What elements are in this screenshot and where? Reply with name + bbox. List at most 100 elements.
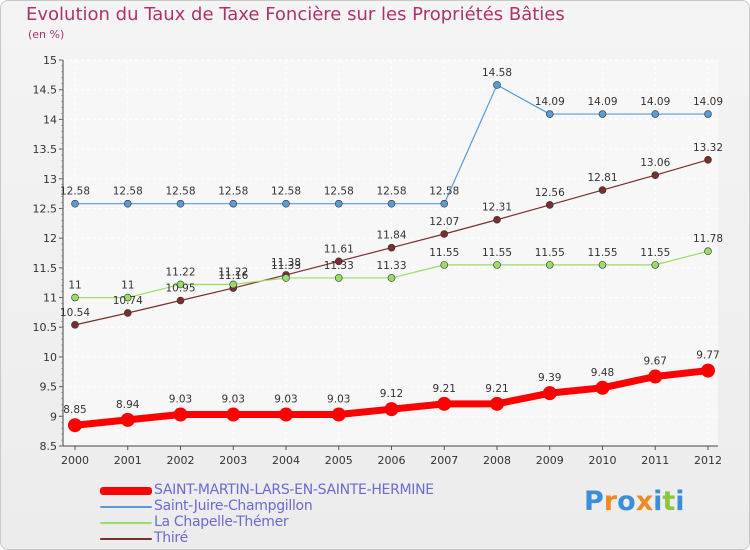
logo-letter: i <box>653 486 663 517</box>
data-label-la-chapelle: 11.55 <box>429 247 459 259</box>
data-point-saint-juire <box>387 199 396 208</box>
data-label-la-chapelle: 11.55 <box>587 247 617 259</box>
data-label-saint-juire: 14.09 <box>587 96 617 108</box>
data-label-saint-martin: 9.03 <box>274 394 297 406</box>
data-label-la-chapelle: 11.33 <box>271 260 301 272</box>
legend-label-saint-martin: SAINT-MARTIN-LARS-EN-SAINTE-HERMINE <box>154 482 434 498</box>
data-label-thire: 12.56 <box>535 187 565 199</box>
data-point-thire <box>545 201 554 209</box>
y-tick-label: 13.5 <box>33 143 58 156</box>
data-label-saint-juire: 12.58 <box>113 186 143 198</box>
y-tick-label: 10.5 <box>33 321 58 334</box>
data-label-saint-juire: 12.58 <box>165 186 195 198</box>
x-tick-label: 2008 <box>483 454 511 467</box>
x-tick-label: 2011 <box>641 454 669 467</box>
data-point-la-chapelle <box>282 274 290 282</box>
data-point-thire <box>440 230 449 238</box>
data-label-thire: 12.07 <box>429 216 459 228</box>
y-tick-label: 9.5 <box>40 381 58 394</box>
legend-label-la-chapelle: La Chapelle-Thémer <box>154 514 289 530</box>
data-label-saint-juire: 12.58 <box>60 186 90 198</box>
x-tick-label: 2005 <box>325 454 353 467</box>
data-point-thire <box>704 155 712 164</box>
data-label-saint-martin: 9.77 <box>696 350 719 362</box>
data-label-la-chapelle: 11.33 <box>324 260 354 272</box>
y-tick-label: 8.5 <box>40 440 58 453</box>
data-point-la-chapelle <box>440 261 449 269</box>
x-tick-label: 2003 <box>219 454 247 467</box>
data-point-saint-juire <box>598 110 607 118</box>
data-point-saint-juire <box>440 199 449 208</box>
data-label-saint-juire: 12.58 <box>271 186 301 198</box>
data-label-saint-martin: 9.48 <box>591 367 614 379</box>
logo-letter: P <box>584 486 604 517</box>
data-label-la-chapelle: 11.55 <box>482 247 512 259</box>
data-label-thire: 13.32 <box>693 142 723 154</box>
data-label-thire: 11.84 <box>376 230 406 242</box>
data-label-saint-juire: 12.58 <box>324 186 354 198</box>
logo-letter: x <box>635 486 654 517</box>
legend-swatch-saint-martin <box>100 487 152 495</box>
y-tick-label: 13 <box>43 173 57 186</box>
data-point-saint-martin <box>595 380 610 395</box>
data-label-saint-juire: 12.58 <box>376 186 406 198</box>
data-label-la-chapelle: 11.55 <box>640 247 670 259</box>
data-point-saint-juire <box>704 110 712 118</box>
y-tick-label: 11.5 <box>33 262 58 275</box>
data-point-saint-martin <box>173 407 188 422</box>
data-label-la-chapelle: 11.78 <box>693 233 723 245</box>
data-point-saint-martin <box>701 363 715 378</box>
proxiti-logo: Proxiti <box>584 486 685 517</box>
x-tick-label: 2009 <box>536 454 564 467</box>
data-point-saint-juire <box>493 81 501 89</box>
data-point-thire <box>493 215 501 224</box>
data-point-la-chapelle <box>651 261 660 269</box>
data-label-la-chapelle: 11.22 <box>218 266 248 278</box>
data-label-saint-martin: 9.03 <box>222 394 245 406</box>
data-point-saint-juire <box>545 110 554 118</box>
y-tick-label: 10 <box>43 351 57 364</box>
x-tick-label: 2002 <box>167 454 195 467</box>
data-point-thire <box>651 171 660 180</box>
data-point-saint-martin <box>437 396 452 411</box>
data-label-la-chapelle: 11.22 <box>165 266 195 278</box>
data-label-thire: 11.61 <box>324 243 354 255</box>
y-tick-label: 11 <box>43 292 57 305</box>
chart-unit-label: (en %) <box>28 28 65 41</box>
data-point-thire <box>123 309 132 317</box>
data-label-saint-martin: 8.85 <box>63 404 86 416</box>
x-tick-label: 2001 <box>114 454 142 467</box>
data-point-saint-juire <box>123 199 132 208</box>
data-label-la-chapelle: 11.33 <box>376 260 406 272</box>
data-label-la-chapelle: 11 <box>68 280 81 292</box>
data-label-saint-juire: 12.58 <box>218 186 248 198</box>
x-tick-label: 2000 <box>61 454 89 467</box>
data-label-la-chapelle: 11.55 <box>535 247 565 259</box>
y-tick-label: 12 <box>43 232 57 245</box>
data-label-thire: 10.54 <box>60 307 90 319</box>
data-point-la-chapelle <box>71 293 79 302</box>
data-label-thire: 10.95 <box>165 283 195 295</box>
data-point-saint-juire <box>282 199 290 208</box>
data-point-saint-martin <box>384 402 399 417</box>
data-label-thire: 12.31 <box>482 202 512 214</box>
data-point-la-chapelle <box>598 261 607 269</box>
x-tick-label: 2006 <box>378 454 406 467</box>
data-label-thire: 11.38 <box>271 257 301 269</box>
data-label-saint-martin: 9.03 <box>169 394 192 406</box>
data-point-thire <box>71 321 79 329</box>
data-point-saint-juire <box>71 199 79 208</box>
data-label-la-chapelle: 11 <box>121 280 134 292</box>
data-point-saint-juire <box>229 199 238 208</box>
data-point-thire <box>334 257 343 266</box>
data-point-la-chapelle <box>545 261 554 269</box>
data-label-thire: 13.06 <box>640 157 670 169</box>
x-tick-label: 2004 <box>272 454 300 467</box>
data-point-la-chapelle <box>704 247 712 256</box>
data-label-saint-juire: 12.58 <box>429 186 459 198</box>
x-tick-label: 2012 <box>694 454 722 467</box>
logo-letter: o <box>617 486 636 517</box>
data-point-saint-martin <box>279 407 293 422</box>
data-point-thire <box>598 186 607 194</box>
data-point-saint-martin <box>542 386 557 401</box>
